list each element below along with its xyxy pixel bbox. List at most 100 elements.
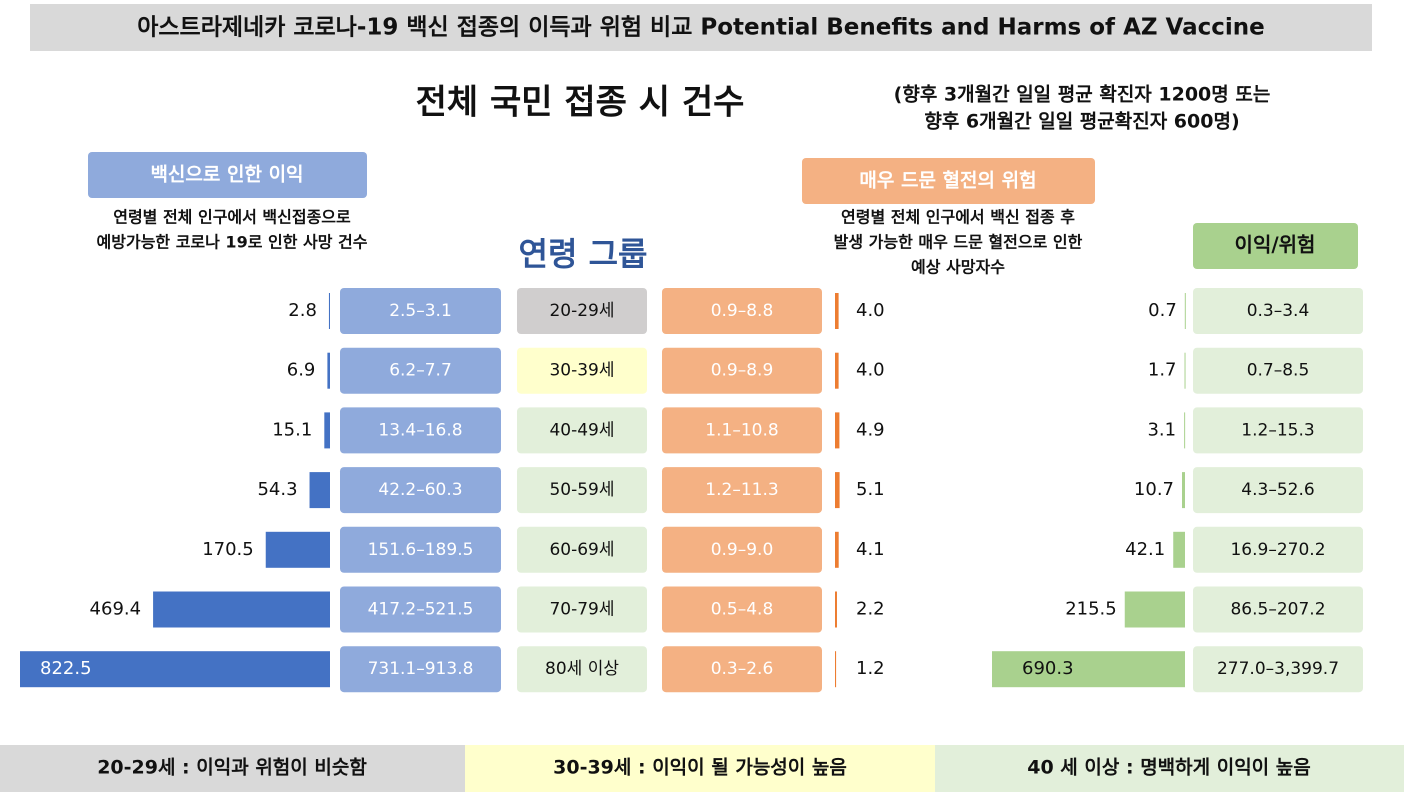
footer-box xyxy=(935,745,1404,792)
age-box xyxy=(517,646,647,693)
benefit-label: 백신으로 인한 이익 xyxy=(150,164,303,186)
benefit-range-box xyxy=(340,646,501,693)
benefit-range-box xyxy=(340,288,501,334)
ratio-range: 277.0–3,399.7 xyxy=(1217,659,1339,679)
harm-bar xyxy=(835,293,839,329)
header-bar xyxy=(30,4,1372,51)
harm-value: 1.2 xyxy=(856,658,885,679)
benefit-description: 연령별 전체 인구에서 백신접종으로 xyxy=(113,208,351,227)
ratio-label: 이익/위험 xyxy=(1235,233,1316,257)
harm-range: 0.5–4.8 xyxy=(711,600,774,620)
age-label: 50-59세 xyxy=(549,480,614,500)
subtitle: 전체 국민 접종 시 건수 xyxy=(416,83,745,123)
harm-description: 발생 가능한 매우 드문 혈전으로 인한 xyxy=(834,233,1083,252)
age-label: 20-29세 xyxy=(549,301,614,321)
benefit-bar xyxy=(265,531,330,568)
benefit-range-box xyxy=(340,526,501,573)
harm-bar xyxy=(835,412,840,449)
harm-description: 연령별 전체 인구에서 백신 접종 후 xyxy=(841,208,1075,227)
harm-label-box xyxy=(802,158,1095,204)
benefit-range: 731.1–913.8 xyxy=(368,659,474,679)
footer-text: 30-39세 : 이익이 될 가능성이 높음 xyxy=(553,757,847,779)
age-box xyxy=(517,407,647,454)
harm-value: 4.9 xyxy=(856,419,885,440)
ratio-range-box xyxy=(1193,526,1363,573)
harm-description: 예상 사망자수 xyxy=(911,258,1005,277)
title: 아스트라제네카 코로나-19 백신 접종의 이득과 위험 비교 Potentia… xyxy=(137,15,1265,41)
ratio-label-box xyxy=(1193,223,1358,269)
ratio-range: 86.5–207.2 xyxy=(1230,600,1325,620)
ratio-value: 1.7 xyxy=(1148,360,1177,381)
harm-range: 1.1–10.8 xyxy=(705,420,778,440)
ratio-range: 4.3–52.6 xyxy=(1241,480,1314,500)
benefit-value: 469.4 xyxy=(90,599,142,620)
age-label: 40-49세 xyxy=(549,420,614,440)
ratio-range-box xyxy=(1193,407,1363,454)
benefit-bar xyxy=(309,472,330,509)
ratio-range-box xyxy=(1193,646,1363,693)
harm-range-box xyxy=(662,526,822,573)
ratio-value: 0.7 xyxy=(1148,300,1177,321)
note: (향후 3개월간 일일 평균 확진자 1200명 또는 xyxy=(894,83,1271,106)
ratio-bar xyxy=(1124,591,1185,628)
benefit-range-box xyxy=(340,586,501,633)
age-group-label: 연령 그룹 xyxy=(519,235,648,273)
ratio-range-box xyxy=(1193,586,1363,633)
harm-bar xyxy=(835,651,837,688)
benefit-range-box xyxy=(340,347,501,394)
ratio-range: 16.9–270.2 xyxy=(1230,540,1325,560)
harm-value: 4.0 xyxy=(856,360,885,381)
harm-range: 0.9–9.0 xyxy=(711,540,774,560)
footer-text: 20-29세 : 이익과 위험이 비슷함 xyxy=(97,757,367,779)
age-box xyxy=(517,526,647,573)
age-box xyxy=(517,347,647,394)
harm-bar xyxy=(835,531,839,568)
ratio-bar xyxy=(1173,531,1185,568)
age-label: 80세 이상 xyxy=(545,659,619,679)
harm-range: 0.3–2.6 xyxy=(711,659,774,679)
harm-range: 1.2–11.3 xyxy=(705,480,778,500)
harm-range-box xyxy=(662,467,822,514)
benefit-range: 417.2–521.5 xyxy=(368,600,474,620)
benefit-bar xyxy=(20,651,330,688)
ratio-value: 3.1 xyxy=(1147,419,1176,440)
ratio-range-box xyxy=(1193,288,1363,334)
harm-bar xyxy=(835,472,840,509)
benefit-value: 170.5 xyxy=(202,539,254,560)
ratio-range: 0.3–3.4 xyxy=(1247,301,1310,321)
ratio-value: 42.1 xyxy=(1125,539,1165,560)
harm-range: 0.9–8.8 xyxy=(711,301,774,321)
age-label: 60-69세 xyxy=(549,540,614,560)
benefit-bar xyxy=(328,293,330,329)
footer-text: 40 세 이상 : 명백하게 이익이 높음 xyxy=(1027,757,1311,779)
benefit-label-box xyxy=(88,152,367,198)
note: 향후 6개월간 일일 평균확진자 600명) xyxy=(924,110,1239,133)
harm-value: 4.0 xyxy=(856,300,885,321)
benefit-range-box xyxy=(340,407,501,454)
age-label: 70-79세 xyxy=(549,600,614,620)
benefit-value: 2.8 xyxy=(288,300,317,321)
ratio-bar xyxy=(1182,472,1185,509)
harm-range-box xyxy=(662,586,822,633)
benefit-bar xyxy=(327,352,330,389)
harm-bar xyxy=(835,591,837,628)
harm-value: 4.1 xyxy=(856,539,885,560)
benefit-range-box xyxy=(340,467,501,514)
benefit-range: 42.2–60.3 xyxy=(378,480,462,500)
benefit-description: 예방가능한 코로나 19로 인한 사망 건수 xyxy=(97,233,368,252)
age-box xyxy=(517,288,647,334)
benefit-range: 6.2–7.7 xyxy=(389,361,452,381)
benefit-value: 54.3 xyxy=(257,479,297,500)
ratio-range-box xyxy=(1193,347,1363,394)
harm-range-box xyxy=(662,407,822,454)
ratio-range: 1.2–15.3 xyxy=(1241,420,1314,440)
benefit-value: 822.5 xyxy=(40,658,92,679)
age-label: 30-39세 xyxy=(549,361,614,381)
benefit-range: 2.5–3.1 xyxy=(389,301,452,321)
ratio-range: 0.7–8.5 xyxy=(1247,361,1310,381)
ratio-bar xyxy=(1184,352,1186,389)
ratio-bar xyxy=(992,651,1185,688)
benefit-value: 6.9 xyxy=(287,360,316,381)
ratio-value: 10.7 xyxy=(1134,479,1174,500)
